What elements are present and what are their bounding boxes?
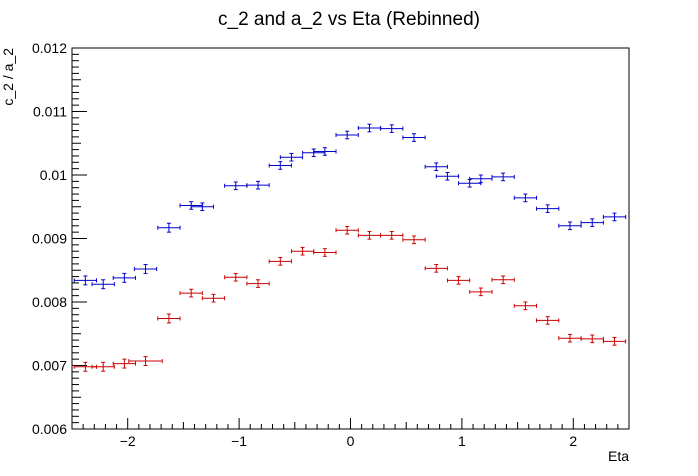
data-point (91, 361, 115, 372)
data-series (73, 123, 627, 372)
data-point (112, 358, 136, 369)
data-point (380, 231, 404, 240)
data-point (513, 301, 538, 311)
data-point (380, 124, 404, 133)
x-tick-label: 2 (569, 433, 577, 449)
data-point (602, 212, 627, 222)
data-point (268, 257, 292, 266)
y-axis-label: c_2 / a_2 (0, 48, 16, 106)
data-point (469, 287, 493, 297)
data-point (335, 225, 359, 235)
x-tick-label: −1 (231, 433, 247, 449)
data-point (246, 180, 270, 190)
data-point (357, 123, 382, 133)
data-point (157, 222, 181, 233)
data-point (402, 235, 426, 245)
data-point (357, 231, 382, 240)
series-2 (73, 225, 627, 372)
data-point (536, 204, 560, 213)
data-point (402, 133, 426, 142)
data-point (157, 313, 181, 324)
data-point (201, 293, 226, 303)
series-1 (73, 123, 627, 290)
data-point (335, 130, 359, 140)
data-point (268, 161, 292, 170)
data-point (73, 275, 98, 286)
data-point (133, 264, 158, 274)
data-point (290, 246, 315, 256)
x-axis-label: Eta (608, 448, 629, 464)
axis-ticks (71, 47, 630, 430)
data-point (313, 248, 337, 257)
y-tick-label: 0.012 (32, 40, 67, 56)
data-point (580, 334, 604, 344)
y-tick-label: 0.008 (32, 294, 67, 310)
chart-title: c_2 and a_2 vs Eta (Rebinned) (218, 9, 480, 30)
data-point (491, 275, 515, 285)
data-point (279, 152, 304, 162)
x-tick-label: 1 (458, 433, 466, 449)
data-point (424, 162, 448, 172)
data-point (313, 147, 337, 156)
y-tick-label: 0.006 (32, 421, 67, 437)
data-point (513, 193, 538, 203)
y-tick-label: 0.01 (40, 167, 67, 183)
data-point (112, 272, 136, 283)
x-tick-label: 0 (347, 433, 355, 449)
plot-frame (71, 47, 630, 430)
y-tick-label: 0.011 (33, 104, 67, 120)
data-point (424, 264, 448, 273)
data-point (128, 356, 163, 366)
data-point (558, 333, 582, 343)
data-point (179, 288, 203, 298)
axis-tick-labels: −2 −1 0 1 2 0.006 0.007 0.008 0.009 0.01 0.011 0.01… (32, 40, 577, 449)
data-point (536, 316, 560, 325)
data-point (224, 181, 248, 191)
data-point (602, 337, 627, 346)
data-point (558, 221, 582, 231)
y-tick-label: 0.009 (32, 231, 67, 247)
data-point (469, 174, 493, 184)
data-point (491, 172, 515, 182)
data-point (91, 279, 115, 290)
data-point (580, 218, 604, 227)
y-tick-label: 0.007 (32, 358, 67, 374)
data-point (446, 276, 471, 285)
data-point (435, 171, 460, 181)
data-point (224, 272, 248, 282)
x-tick-label: −2 (120, 433, 136, 449)
data-point (246, 279, 270, 288)
data-point (190, 202, 214, 212)
